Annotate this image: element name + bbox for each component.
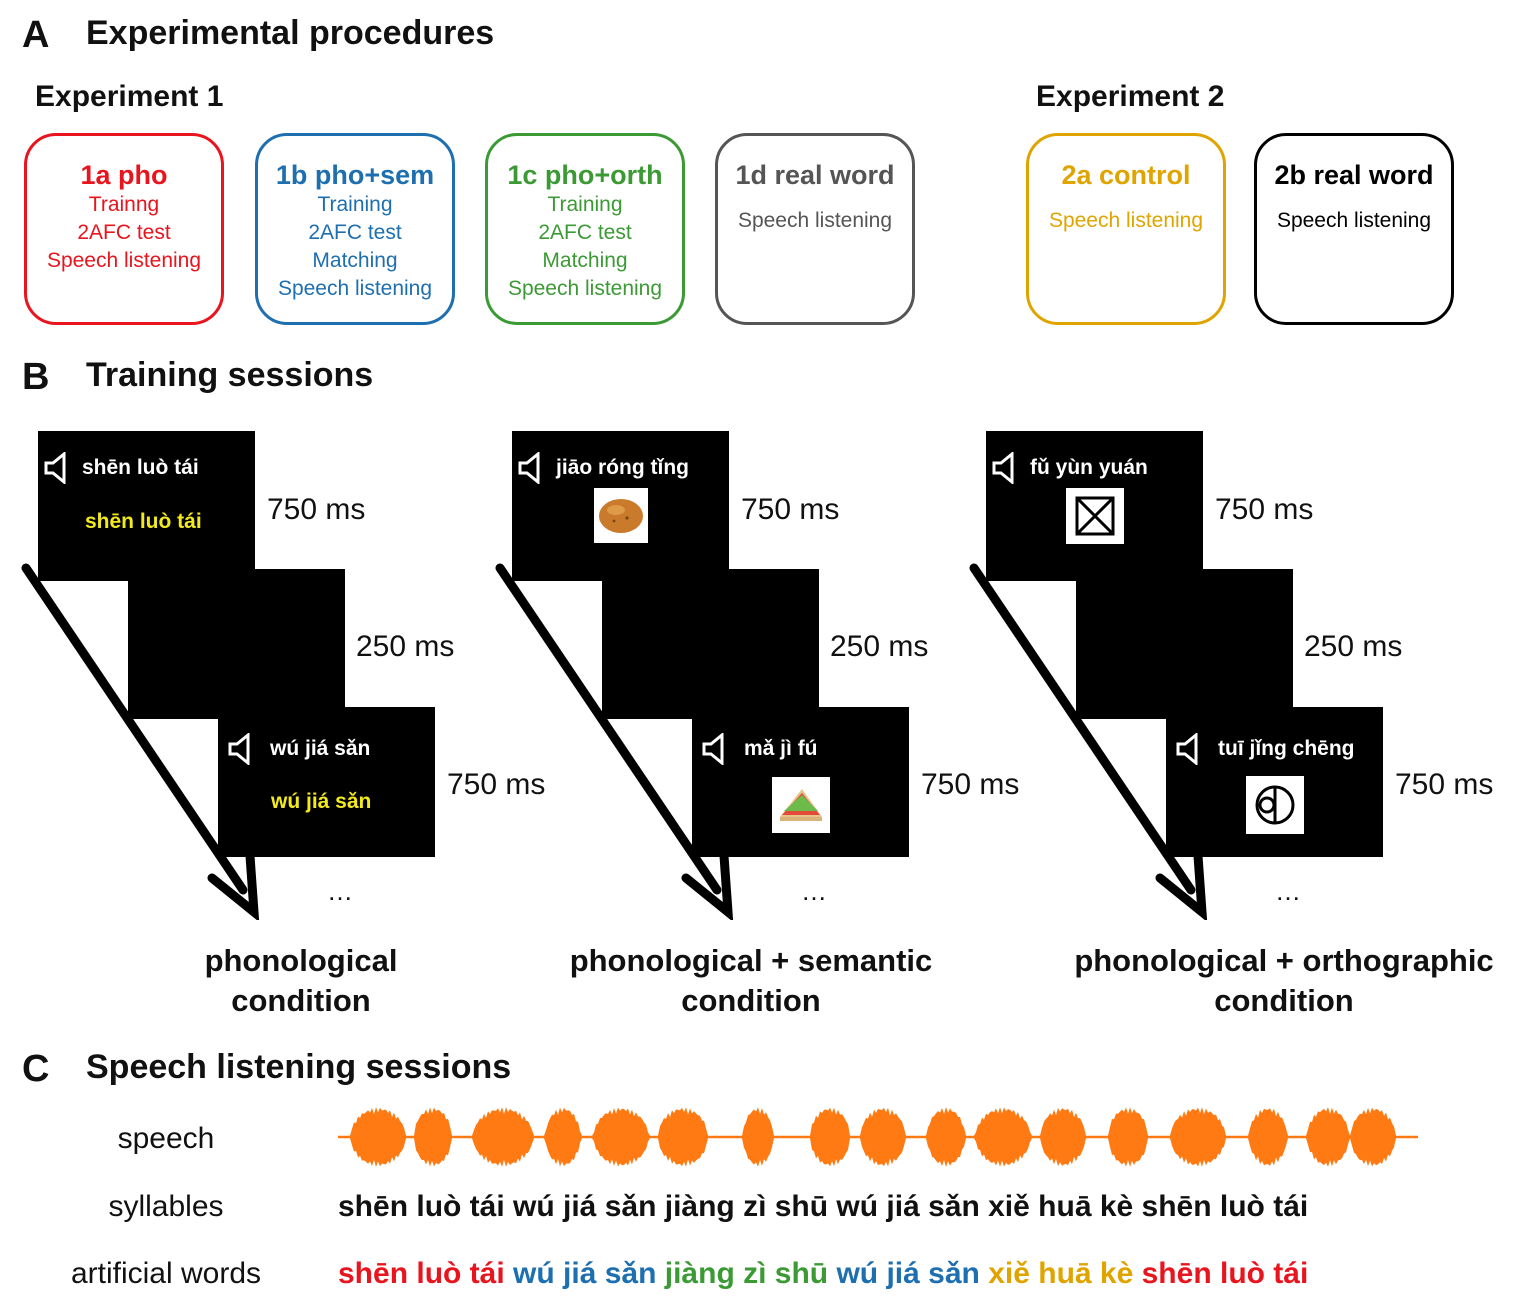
procedure-box-line: Speech listening	[737, 209, 893, 232]
sandwich-image	[772, 777, 830, 833]
condition-label-line: phonological	[204, 943, 398, 978]
speaker-icon	[992, 452, 1014, 484]
procedure-box-line: 2AFC test	[538, 221, 632, 244]
audio-word-1: jiāo róng tǐng	[556, 456, 689, 479]
procedure-box-line: Speech listening	[507, 277, 663, 300]
procedure-box-6: 2b real word Speech listening	[1254, 133, 1454, 325]
potato-image	[594, 488, 648, 543]
glyph-image-1	[1066, 488, 1124, 544]
condition-label-line: condition	[1214, 983, 1354, 1018]
time-arrow	[495, 563, 734, 920]
procedure-box-5: 2a control Speech listening	[1026, 133, 1226, 325]
condition-label-line: phonological + semantic	[569, 943, 933, 978]
procedure-box-line: Trainng	[88, 193, 160, 216]
speech-waveform	[338, 1107, 1418, 1167]
procedure-box-title: 1d real word	[735, 160, 895, 190]
artificial-word: wú jiá sǎn	[513, 1257, 657, 1290]
audio-word-2: mǎ jì fú	[744, 737, 818, 760]
screen-2	[602, 569, 819, 719]
procedure-box-4: 1d real word Speech listening	[715, 133, 915, 325]
duration-1: 750 ms	[741, 493, 840, 526]
duration-3: 750 ms	[447, 768, 546, 801]
speaker-icon	[44, 452, 66, 484]
audio-word-2: tuī jǐng chēng	[1218, 737, 1355, 760]
artificial-words-text: shēn luò tái wú jiá sǎn jiàng zì shū wú …	[338, 1257, 1308, 1291]
condition-label-3: phonological + orthographic condition	[1044, 941, 1524, 1021]
section-b-title: Training sessions	[86, 356, 374, 394]
audio-word-1: fǔ yùn yuán	[1030, 456, 1148, 479]
speaker-icon	[518, 452, 540, 484]
screen-3	[218, 707, 435, 857]
time-arrow	[21, 563, 260, 920]
condition-label-line: condition	[681, 983, 821, 1018]
duration-1: 750 ms	[1215, 493, 1314, 526]
experiment-2-title: Experiment 2	[1036, 80, 1225, 113]
artificial-words-label: artificial words	[70, 1257, 262, 1290]
procedure-box-line: Matching	[542, 249, 628, 272]
screen-2	[1076, 569, 1293, 719]
procedure-box-3: 1c pho+orth Training 2AFC test Matching Spee…	[485, 133, 685, 325]
condition-label-line: phonological + orthographic	[1074, 943, 1494, 978]
procedure-box-title: 2b real word	[1274, 160, 1434, 190]
procedure-box-line: Speech listening	[1276, 209, 1432, 232]
procedure-box-title: 1c pho+orth	[507, 160, 663, 190]
section-c-letter: C	[22, 1048, 50, 1090]
speaker-icon	[702, 733, 724, 765]
artificial-word: jiàng zì shū	[664, 1257, 829, 1290]
glyph-image-2	[1246, 776, 1304, 834]
procedure-box-line: Speech listening	[1048, 209, 1204, 232]
procedure-box-2: 1b pho+sem Training 2AFC test Matching Speec…	[255, 133, 455, 325]
procedure-box-1: 1a pho Trainng 2AFC test Speech listening	[24, 133, 224, 325]
artificial-word: shēn luò tái	[1141, 1257, 1309, 1290]
procedure-box-line: 2AFC test	[308, 221, 402, 244]
procedure-box-line: Training	[317, 193, 393, 216]
experiment-1-title: Experiment 1	[35, 80, 224, 113]
duration-2: 250 ms	[1304, 630, 1403, 663]
audio-word-1: shēn luò tái	[82, 456, 199, 479]
section-b-letter: B	[22, 356, 50, 398]
screen-2	[128, 569, 345, 719]
artificial-word: shēn luò tái	[338, 1257, 505, 1290]
section-a-title: Experimental procedures	[86, 14, 495, 52]
speaker-icon	[1176, 733, 1198, 765]
procedure-box-line: 2AFC test	[77, 221, 171, 244]
speaker-icon	[228, 733, 250, 765]
procedure-box-title: 2a control	[1061, 160, 1191, 190]
continuation-dots: …	[327, 876, 353, 906]
section-c-title: Speech listening sessions	[86, 1048, 512, 1086]
procedure-box-line: Matching	[312, 249, 398, 272]
duration-2: 250 ms	[830, 630, 929, 663]
procedure-box-line: Speech listening	[46, 249, 202, 272]
artificial-word: xiě huā kè	[988, 1257, 1134, 1290]
duration-3: 750 ms	[921, 768, 1020, 801]
condition-label-1: phonological condition	[61, 941, 541, 1021]
syllables-label: syllables	[108, 1190, 224, 1223]
condition-label-line: condition	[231, 983, 371, 1018]
visual-word-2: wú jiá sǎn	[271, 790, 372, 813]
procedure-box-title: 1a pho	[80, 160, 168, 190]
duration-2: 250 ms	[356, 630, 455, 663]
procedure-box-line: Speech listening	[277, 277, 433, 300]
section-a-letter: A	[22, 14, 50, 56]
artificial-word: wú jiá sǎn	[836, 1257, 980, 1290]
speech-label: speech	[117, 1122, 215, 1155]
procedure-box-title: 1b pho+sem	[275, 160, 435, 190]
condition-label-2: phonological + semantic condition	[511, 941, 991, 1021]
procedure-box-line: Training	[547, 193, 623, 216]
continuation-dots: …	[801, 876, 827, 906]
duration-3: 750 ms	[1395, 768, 1494, 801]
audio-word-2: wú jiá sǎn	[270, 737, 371, 760]
duration-1: 750 ms	[267, 493, 366, 526]
visual-word-1: shēn luò tái	[85, 510, 202, 533]
continuation-dots: …	[1275, 876, 1301, 906]
syllables-text: shēn luò tái wú jiá sǎn jiàng zì shū wú …	[338, 1190, 1309, 1223]
screen-1	[38, 431, 255, 581]
time-arrow	[969, 563, 1208, 920]
